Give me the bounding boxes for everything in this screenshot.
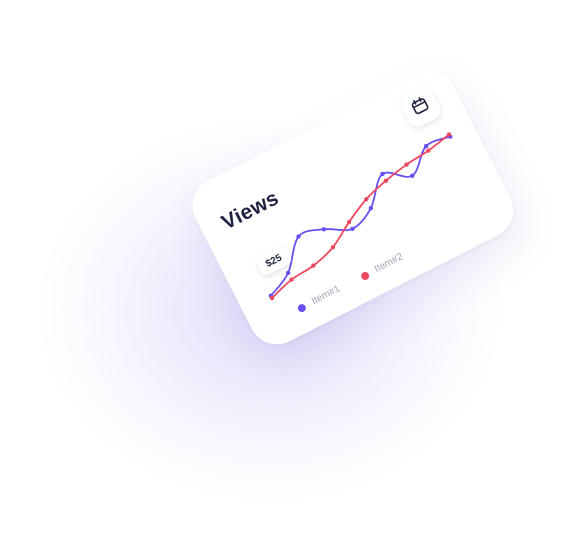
series-1-point-4 — [350, 226, 355, 231]
series-line-1 — [269, 135, 452, 297]
series-2-point-0 — [269, 295, 275, 301]
series-2-point-1 — [289, 277, 294, 282]
series-2-point-3 — [330, 245, 336, 250]
legend-dot-item1 — [296, 302, 308, 314]
series-line-2 — [271, 133, 450, 299]
views-card: Views $25 Item#1 Item#2 — [182, 61, 524, 355]
series-1-point-8 — [423, 143, 429, 149]
line-chart — [268, 132, 453, 301]
series-1-point-7 — [410, 173, 415, 178]
series-2-point-6 — [383, 178, 389, 183]
calendar-icon — [409, 94, 433, 120]
legend-dot-item2 — [359, 270, 370, 282]
series-1-point-5 — [368, 205, 374, 211]
series-2-point-9 — [446, 132, 452, 137]
series-1-point-3 — [321, 227, 327, 232]
series-2-point-4 — [346, 219, 352, 225]
calendar-button[interactable] — [397, 84, 444, 131]
series-1-point-2 — [296, 234, 301, 239]
series-1-point-1 — [285, 270, 291, 276]
series-2-point-7 — [404, 162, 409, 167]
series-1-point-6 — [380, 171, 385, 177]
series-2-point-2 — [311, 263, 316, 268]
series-2-point-8 — [426, 148, 431, 153]
series-2-point-5 — [364, 196, 369, 202]
